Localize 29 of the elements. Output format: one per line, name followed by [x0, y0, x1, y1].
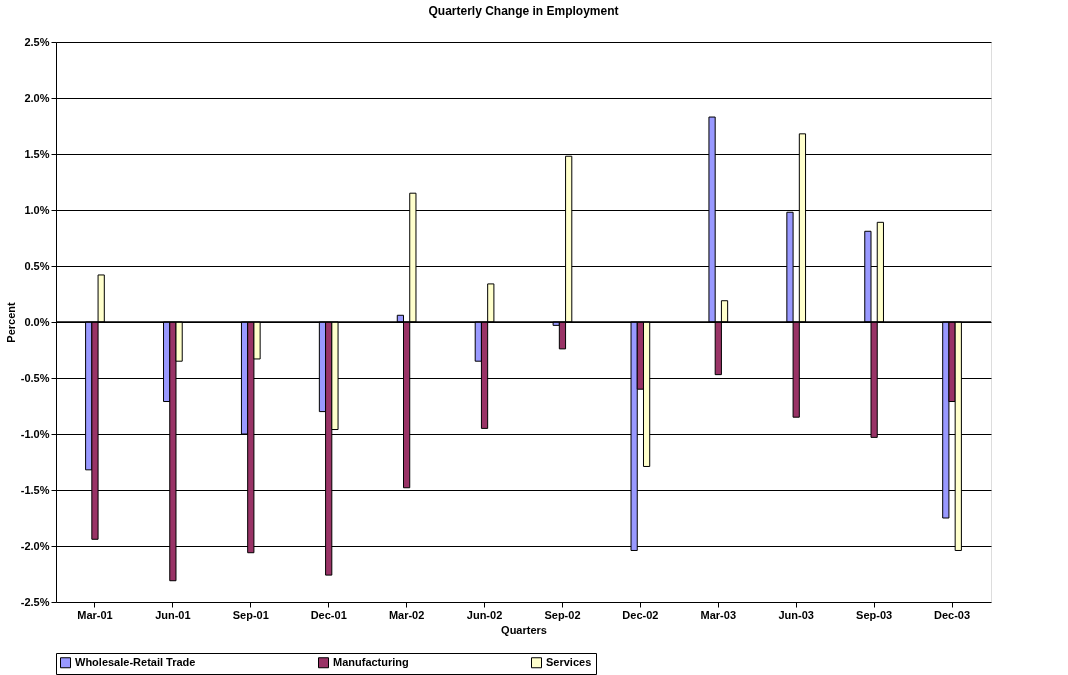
y-tick-label: 0.0%	[24, 315, 50, 328]
x-tick-label: Dec-02	[622, 608, 659, 621]
legend-label: Services	[546, 655, 592, 668]
y-tick-label: 2.0%	[24, 91, 50, 104]
y-tick-label: 1.5%	[24, 147, 50, 160]
y-tick-label: -2.0%	[20, 539, 50, 552]
y-tick-label: -1.0%	[20, 427, 50, 440]
x-tick-label: Jun-03	[778, 608, 814, 621]
x-tick-label: Mar-01	[77, 608, 113, 621]
y-tick-label: -2.5%	[20, 595, 50, 608]
x-tick-label: Sep-03	[856, 608, 893, 621]
y-tick-label: -0.5%	[20, 371, 50, 384]
y-axis-title: Percent	[4, 301, 17, 343]
y-tick-label: 0.5%	[24, 259, 50, 272]
x-tick-label: Dec-03	[934, 608, 971, 621]
y-tick-label: -1.5%	[20, 483, 50, 496]
x-tick-label: Dec-01	[310, 608, 347, 621]
legend-label: Manufacturing	[333, 655, 409, 668]
legend-label: Wholesale-Retail Trade	[75, 655, 196, 668]
x-tick-label: Sep-01	[232, 608, 269, 621]
x-tick-label: Mar-02	[388, 608, 425, 621]
y-tick-label: 2.5%	[24, 35, 50, 48]
y-tick-label: 1.0%	[24, 203, 50, 216]
chart-title: Quarterly Change in Employment	[428, 4, 619, 18]
x-tick-label: Mar-03	[700, 608, 737, 621]
x-tick-label: Jun-02	[466, 608, 503, 621]
x-tick-label: Jun-01	[155, 608, 191, 621]
x-tick-label: Sep-02	[544, 608, 581, 621]
x-axis-title: Quarters	[501, 623, 547, 636]
